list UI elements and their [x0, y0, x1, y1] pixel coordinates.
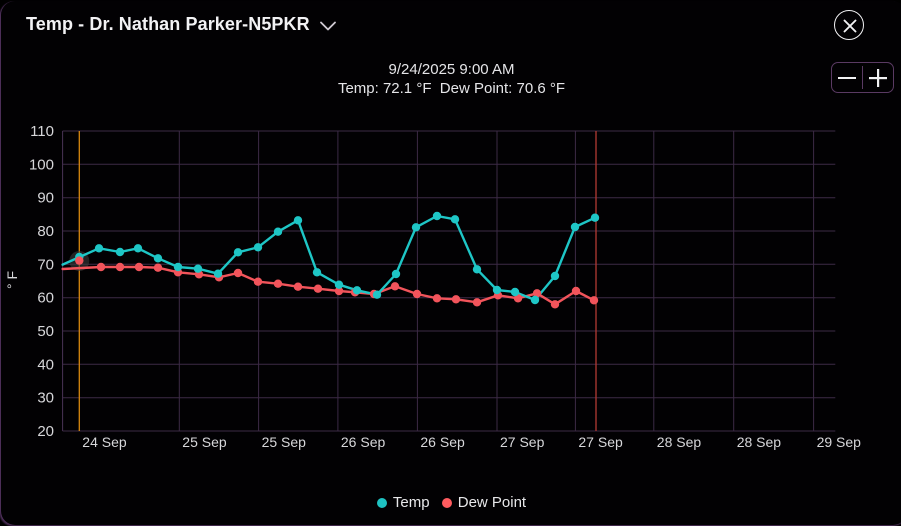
svg-text:20: 20 [37, 423, 54, 440]
svg-text:26 Sep: 26 Sep [341, 434, 386, 450]
svg-text:50: 50 [37, 323, 54, 340]
svg-text:90: 90 [37, 190, 54, 207]
svg-text:29 Sep: 29 Sep [817, 434, 862, 450]
svg-text:27 Sep: 27 Sep [578, 434, 623, 450]
svg-text:60: 60 [37, 290, 54, 307]
svg-text:30: 30 [37, 390, 54, 407]
svg-text:25 Sep: 25 Sep [262, 434, 307, 450]
svg-text:26 Sep: 26 Sep [420, 434, 465, 450]
svg-text:40: 40 [37, 356, 54, 373]
svg-text:70: 70 [37, 256, 54, 273]
svg-text:28 Sep: 28 Sep [657, 434, 702, 450]
svg-text:28 Sep: 28 Sep [737, 434, 782, 450]
svg-text:110: 110 [30, 123, 54, 140]
svg-text:24 Sep: 24 Sep [82, 434, 127, 450]
svg-text:27 Sep: 27 Sep [500, 434, 545, 450]
svg-text:25 Sep: 25 Sep [182, 434, 227, 450]
svg-text:80: 80 [37, 223, 54, 240]
svg-text:° F: ° F [4, 271, 20, 289]
svg-text:100: 100 [29, 156, 54, 173]
